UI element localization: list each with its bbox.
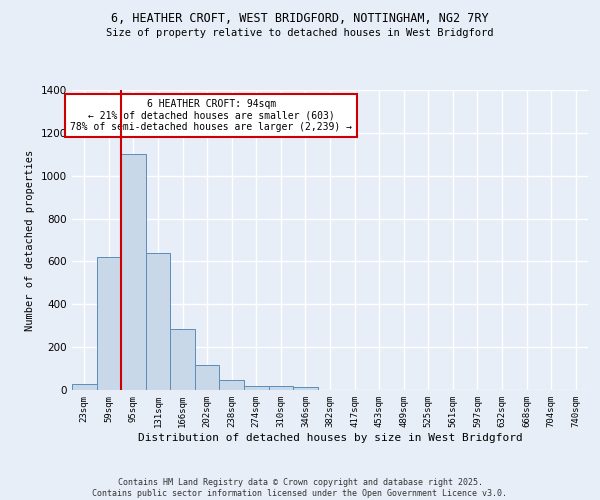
Text: Contains HM Land Registry data © Crown copyright and database right 2025.
Contai: Contains HM Land Registry data © Crown c… <box>92 478 508 498</box>
Bar <box>195 366 220 390</box>
Bar <box>146 253 170 390</box>
Y-axis label: Number of detached properties: Number of detached properties <box>25 150 35 330</box>
X-axis label: Distribution of detached houses by size in West Bridgford: Distribution of detached houses by size … <box>137 432 523 442</box>
Bar <box>97 257 121 390</box>
Bar <box>269 386 293 390</box>
Bar <box>220 380 244 390</box>
Bar <box>72 384 97 390</box>
Text: Size of property relative to detached houses in West Bridgford: Size of property relative to detached ho… <box>106 28 494 38</box>
Bar <box>244 386 269 390</box>
Bar <box>121 154 146 390</box>
Bar <box>170 329 195 390</box>
Text: 6 HEATHER CROFT: 94sqm
← 21% of detached houses are smaller (603)
78% of semi-de: 6 HEATHER CROFT: 94sqm ← 21% of detached… <box>70 99 352 132</box>
Bar <box>293 388 318 390</box>
Text: 6, HEATHER CROFT, WEST BRIDGFORD, NOTTINGHAM, NG2 7RY: 6, HEATHER CROFT, WEST BRIDGFORD, NOTTIN… <box>111 12 489 26</box>
